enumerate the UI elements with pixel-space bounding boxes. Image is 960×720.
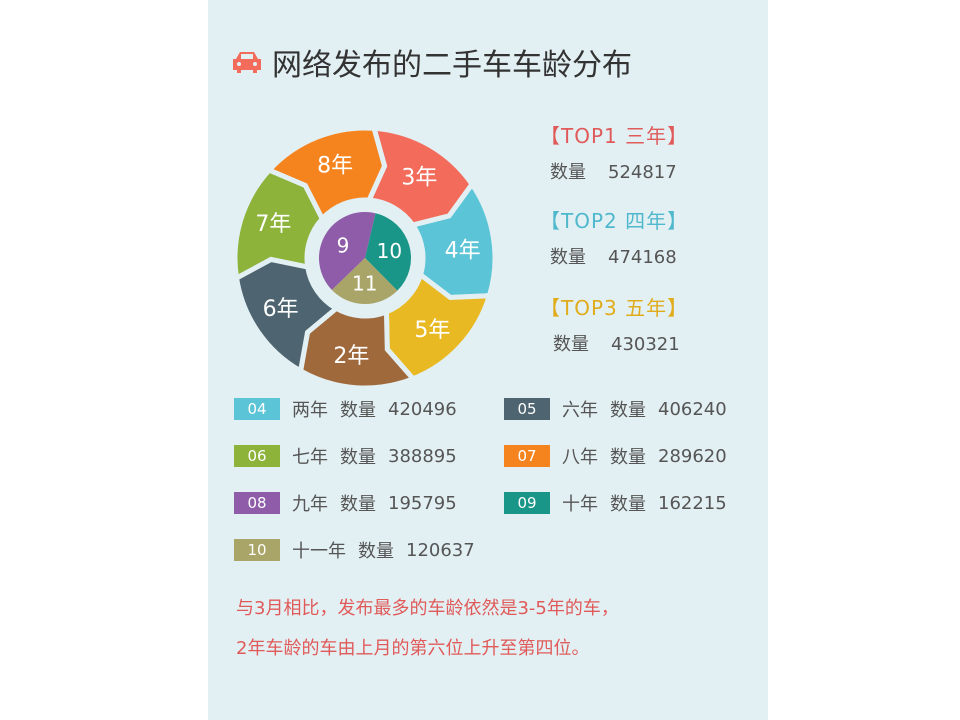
legend-qty: 195795	[388, 492, 457, 514]
ring-label: 7年	[255, 212, 291, 237]
legend-qty-label: 数量	[340, 494, 376, 515]
infographic-panel: 网络发布的二手车车龄分布 3年 4年 5年 2年 6年 7年 8年 9 10 11 【TOP1 三…	[208, 0, 768, 720]
inner-pie-slice	[318, 212, 376, 290]
legend-qty: 406240	[658, 398, 727, 420]
inner-pie-label: 9	[337, 233, 350, 257]
note-line-1: 与3月相比，发布最多的车龄依然是3-5年的车，	[236, 598, 619, 619]
legend-qty-label: 数量	[610, 494, 646, 515]
ring-label: 3年	[401, 165, 437, 190]
title-text: 网络发布的二手车车龄分布	[272, 48, 632, 83]
legend-item: 10 十一年 数量 120637	[234, 537, 475, 563]
ring-label: 4年	[445, 239, 481, 264]
top2-qty: 数量 474168	[550, 243, 677, 269]
ring-segment	[265, 125, 388, 224]
legend-qty-label: 数量	[610, 400, 646, 421]
legend-name: 七年	[292, 447, 328, 468]
legend-qty: 420496	[388, 398, 457, 420]
legend-qty: 289620	[658, 445, 727, 467]
legend-qty: 162215	[658, 492, 727, 514]
legend-name: 两年	[292, 400, 328, 421]
qty-label: 数量	[550, 247, 586, 268]
top3-label: 【TOP3 五年】	[540, 296, 689, 320]
legend-swatch: 07	[504, 445, 550, 467]
legend-item: 08 九年 数量 195795	[234, 490, 457, 516]
qty-label: 数量	[550, 162, 586, 183]
top1-qty: 数量 524817	[550, 158, 677, 184]
legend-qty-label: 数量	[340, 400, 376, 421]
legend-name: 六年	[562, 400, 598, 421]
legend-swatch: 08	[234, 492, 280, 514]
legend-name: 十年	[562, 494, 598, 515]
legend-swatch: 06	[234, 445, 280, 467]
legend-qty-label: 数量	[610, 447, 646, 468]
legend-swatch: 04	[234, 398, 280, 420]
ring-label: 2年	[333, 344, 369, 369]
inner-pie-border	[315, 208, 415, 308]
qty-value: 474168	[608, 247, 677, 268]
legend-item: 07 八年 数量 289620	[504, 443, 727, 469]
legend-name: 九年	[292, 494, 328, 515]
legend-name: 八年	[562, 447, 598, 468]
ring-label: 8年	[317, 154, 353, 179]
note-line-2: 2年车龄的车由上月的第六位上升至第四位。	[236, 638, 590, 659]
legend-qty-label: 数量	[340, 447, 376, 468]
car-icon	[233, 52, 261, 73]
legend-item: 05 六年 数量 406240	[504, 396, 727, 422]
legend-item: 04 两年 数量 420496	[234, 396, 457, 422]
qty-label: 数量	[553, 334, 589, 355]
ring-label: 6年	[263, 297, 299, 322]
qty-value: 524817	[608, 162, 677, 183]
legend-swatch: 05	[504, 398, 550, 420]
top2-label: 【TOP2 四年】	[540, 209, 689, 233]
qty-value: 430321	[611, 334, 680, 355]
legend-qty: 388895	[388, 445, 457, 467]
inner-pie-label: 11	[352, 271, 377, 295]
inner-pie-label: 10	[377, 239, 402, 263]
legend-qty: 120637	[406, 539, 475, 561]
legend-swatch: 09	[504, 492, 550, 514]
ring-label: 5年	[414, 318, 450, 343]
top1-label: 【TOP1 三年】	[540, 124, 689, 148]
inner-pie-slice	[365, 213, 411, 291]
inner-pie-slice	[331, 258, 398, 305]
legend-item: 09 十年 数量 162215	[504, 490, 727, 516]
legend-item: 06 七年 数量 388895	[234, 443, 457, 469]
legend-qty-label: 数量	[358, 541, 394, 562]
page-title: 网络发布的二手车车龄分布	[230, 40, 632, 84]
top3-qty: 数量 430321	[553, 330, 680, 356]
legend-name: 十一年	[292, 541, 346, 562]
legend-swatch: 10	[234, 539, 280, 561]
